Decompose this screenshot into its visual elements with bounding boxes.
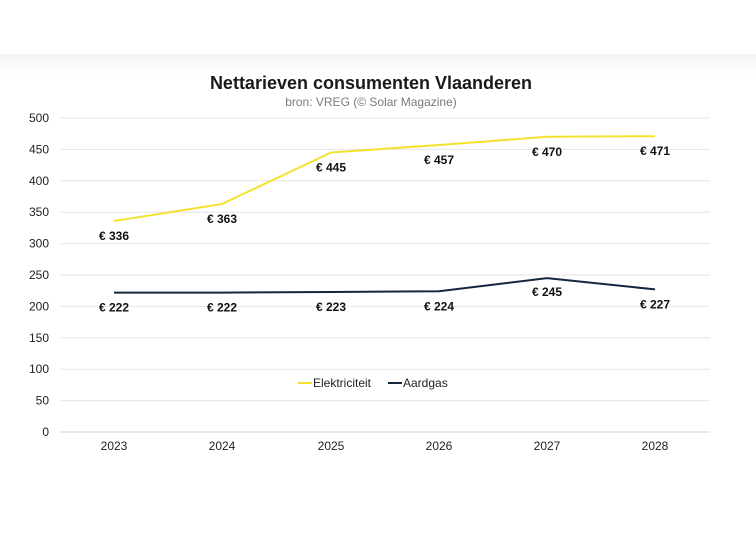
data-label: € 445 xyxy=(316,161,346,175)
chart-subtitle: bron: VREG (© Solar Magazine) xyxy=(285,95,457,109)
y-tick-label: 500 xyxy=(29,111,49,125)
header-shadow xyxy=(0,54,756,76)
data-label: € 471 xyxy=(640,144,670,158)
legend-label: Elektriciteit xyxy=(313,376,372,390)
y-tick-label: 50 xyxy=(36,394,50,408)
x-tick-label: 2024 xyxy=(209,439,236,453)
y-tick-label: 100 xyxy=(29,362,49,376)
y-tick-label: 250 xyxy=(29,268,49,282)
data-label: € 470 xyxy=(532,145,562,159)
series-line-aardgas xyxy=(114,277,656,294)
data-label: € 245 xyxy=(532,285,562,299)
y-tick-label: 350 xyxy=(29,205,49,219)
x-tick-label: 2026 xyxy=(426,439,453,453)
x-tick-label: 2025 xyxy=(318,439,345,453)
data-label: € 222 xyxy=(99,301,129,315)
data-label: € 363 xyxy=(207,212,237,226)
chart-title: Nettarieven consumenten Vlaanderen xyxy=(209,73,533,93)
data-label: € 457 xyxy=(424,153,454,167)
data-label: € 336 xyxy=(99,229,129,243)
y-tick-label: 150 xyxy=(29,331,49,345)
y-tick-label: 400 xyxy=(29,174,49,188)
legend-label: Aardgas xyxy=(403,376,448,390)
y-tick-label: 450 xyxy=(29,142,49,156)
y-tick-label: 200 xyxy=(29,299,49,313)
x-tick-label: 2028 xyxy=(642,439,669,453)
data-label: € 222 xyxy=(207,301,237,315)
data-label: € 224 xyxy=(424,299,454,313)
x-tick-label: 2027 xyxy=(534,439,561,453)
x-tick-label: 2023 xyxy=(101,439,128,453)
data-label: € 227 xyxy=(640,297,670,311)
y-tick-label: 300 xyxy=(29,237,49,251)
series-line-elektriciteit xyxy=(113,135,656,222)
y-tick-label: 0 xyxy=(42,425,49,439)
top-band xyxy=(0,0,756,54)
data-label: € 223 xyxy=(316,300,346,314)
